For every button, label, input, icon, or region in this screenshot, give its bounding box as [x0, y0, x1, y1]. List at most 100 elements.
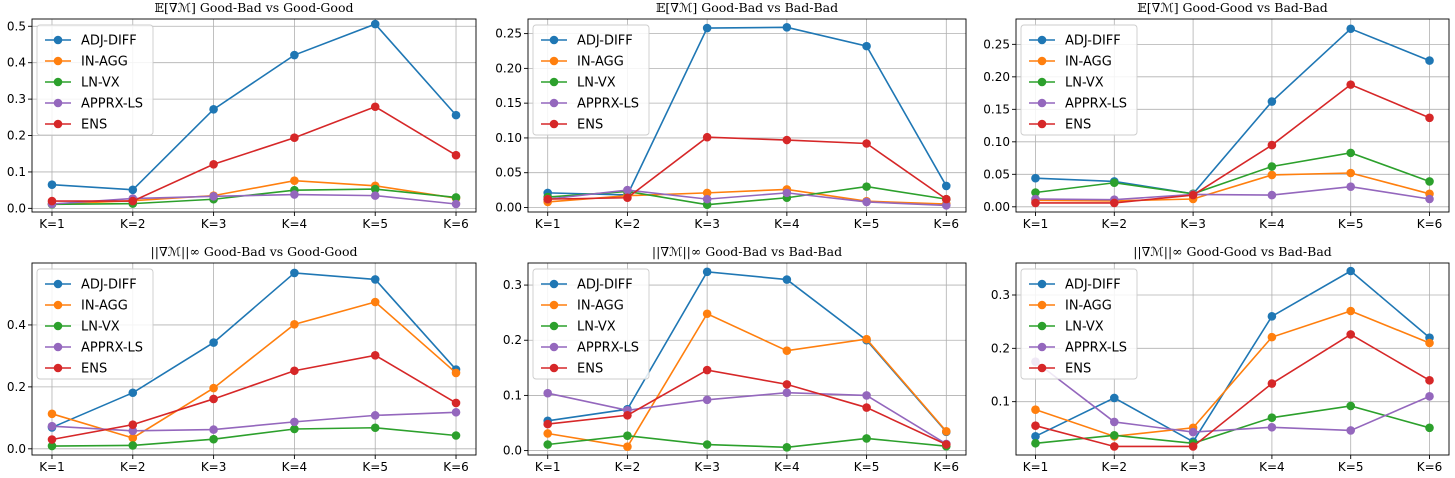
legend-label: IN-AGG — [1065, 299, 1112, 314]
data-point-in-agg — [290, 320, 299, 329]
y-tick-label: 0.25 — [983, 37, 1010, 51]
data-point-apprx-ls — [1425, 194, 1434, 204]
legend-label: ENS — [81, 118, 107, 133]
data-point-in-agg — [1267, 332, 1277, 342]
data-point-in-agg — [209, 383, 218, 393]
data-point-adj-diff — [1346, 24, 1356, 34]
data-point-ln-vx — [290, 424, 299, 434]
y-tick-label: 0.0 — [7, 201, 26, 215]
plot-frame — [31, 18, 477, 213]
data-point-ens — [543, 419, 553, 429]
legend-label: ADJ-DIFF — [81, 34, 137, 49]
y-tick-label: 0.25 — [495, 27, 522, 41]
y-tick-label: 0.10 — [983, 135, 1010, 149]
legend-label: LN-VX — [577, 76, 616, 91]
data-point-apprx-ls — [290, 190, 299, 199]
data-point-ens — [128, 420, 138, 429]
legend-swatch-marker — [1037, 279, 1047, 289]
legend-swatch-marker — [549, 56, 559, 66]
x-tick-label: K=1 — [39, 217, 65, 231]
y-tick-label: 0.2 — [7, 380, 26, 394]
data-point-apprx-ls — [209, 192, 218, 201]
y-tick-label: 0.00 — [495, 200, 522, 214]
data-point-ens — [1031, 421, 1040, 430]
data-point-adj-diff — [1267, 97, 1277, 106]
x-tick-label: K=5 — [854, 217, 880, 231]
data-point-adj-diff — [451, 110, 461, 120]
data-point-apprx-ls — [1267, 190, 1277, 200]
legend-swatch-marker — [1037, 300, 1047, 310]
chart-title: 𝔼[∇ℳ] Good-Bad vs Bad-Bad — [656, 0, 838, 15]
data-point-ln-vx — [543, 440, 553, 449]
chart-panel-4: ||∇ℳ||∞ Good-Bad vs Good-Good K=1 K=2 K=3 K=… — [7, 244, 477, 474]
legend-swatch-marker — [549, 342, 559, 352]
x-tick-label: K=6 — [934, 460, 960, 474]
legend-label: APPRX-LS — [81, 341, 143, 356]
y-tick-label: 0.3 — [991, 288, 1010, 302]
series-line-ln-vx — [51, 426, 457, 447]
series-line-adj-diff — [1035, 270, 1431, 443]
chart-panel-5: ||∇ℳ||∞ Good-Bad vs Bad-Bad K=1 K=2 K=3 K=4 K… — [503, 244, 967, 474]
data-point-in-agg — [1031, 405, 1040, 414]
series-line-ln-vx — [547, 185, 947, 206]
data-point-ens — [370, 102, 380, 112]
x-tick-label: K=2 — [1102, 460, 1128, 474]
data-point-ln-vx — [370, 184, 380, 194]
y-tick-label: 0.0 — [503, 444, 522, 458]
data-point-ln-vx — [702, 440, 712, 449]
x-tick-label: K=4 — [1259, 217, 1285, 231]
series-line-apprx-ls — [51, 193, 457, 205]
data-point-ln-vx — [209, 434, 218, 444]
data-point-apprx-ls — [543, 388, 553, 398]
data-point-ln-vx — [1346, 148, 1356, 158]
legend-label: LN-VX — [81, 320, 120, 335]
series-line-ln-vx — [547, 434, 947, 449]
data-point-apprx-ls — [623, 185, 632, 195]
data-point-ln-vx — [1267, 162, 1277, 171]
y-tick-label: 0.05 — [983, 167, 1010, 181]
data-point-ln-vx — [1425, 423, 1434, 433]
x-tick-label: K=3 — [1180, 460, 1206, 474]
data-point-in-agg — [128, 433, 138, 443]
data-point-in-agg — [1425, 338, 1434, 348]
legend-box — [36, 24, 154, 136]
chart-panel-1: 𝔼[∇ℳ] Good-Bad vs Good-Good K=1 K=2 K=3 K=4 K… — [7, 0, 477, 231]
plot-frame — [527, 18, 967, 213]
chart-title: 𝔼[∇ℳ] Good-Bad vs Good-Good — [155, 0, 354, 15]
legend-swatch-marker — [1037, 56, 1047, 66]
x-tick-label: K=2 — [615, 460, 641, 474]
x-tick-label: K=4 — [774, 217, 800, 231]
data-point-ln-vx — [1346, 401, 1356, 411]
legend: ADJ-DIFF IN-AGG LN-VX APPRX-LS ENS — [532, 24, 650, 136]
data-point-apprx-ls — [1188, 427, 1198, 437]
data-point-ens — [451, 398, 461, 408]
x-tick-label: K=5 — [362, 460, 388, 474]
plot-frame — [527, 262, 967, 456]
data-point-ln-vx — [1109, 178, 1119, 188]
data-point-ens — [209, 159, 218, 169]
data-point-ens — [290, 366, 299, 376]
series-line-apprx-ls — [1034, 361, 1430, 433]
data-point-ens — [862, 139, 871, 148]
y-tick-label: 0.3 — [503, 278, 522, 292]
legend: ADJ-DIFF IN-AGG LN-VX APPRX-LS ENS — [1020, 268, 1138, 380]
y-tick-label: 0.2 — [7, 129, 26, 143]
data-point-in-agg — [290, 176, 299, 185]
y-tick-label: 0.4 — [7, 318, 26, 332]
data-point-apprx-ls — [128, 426, 138, 436]
legend-swatch-marker — [1037, 119, 1047, 129]
legend-swatch-marker — [549, 77, 559, 87]
data-point-ens — [1109, 198, 1119, 208]
data-point-adj-diff — [702, 23, 712, 33]
data-point-ens — [1109, 442, 1119, 451]
data-point-ens — [623, 193, 632, 203]
y-tick-label: 0.05 — [495, 166, 522, 180]
legend: ADJ-DIFF IN-AGG LN-VX APPRX-LS ENS — [36, 268, 154, 380]
y-tick-label: 0.2 — [503, 333, 522, 347]
data-point-adj-diff — [941, 181, 951, 191]
data-point-apprx-ls — [782, 188, 792, 198]
data-point-ens — [1425, 376, 1434, 385]
y-tick-label: 0.00 — [983, 200, 1010, 214]
data-point-ens — [451, 150, 461, 160]
data-point-ln-vx — [451, 431, 461, 440]
